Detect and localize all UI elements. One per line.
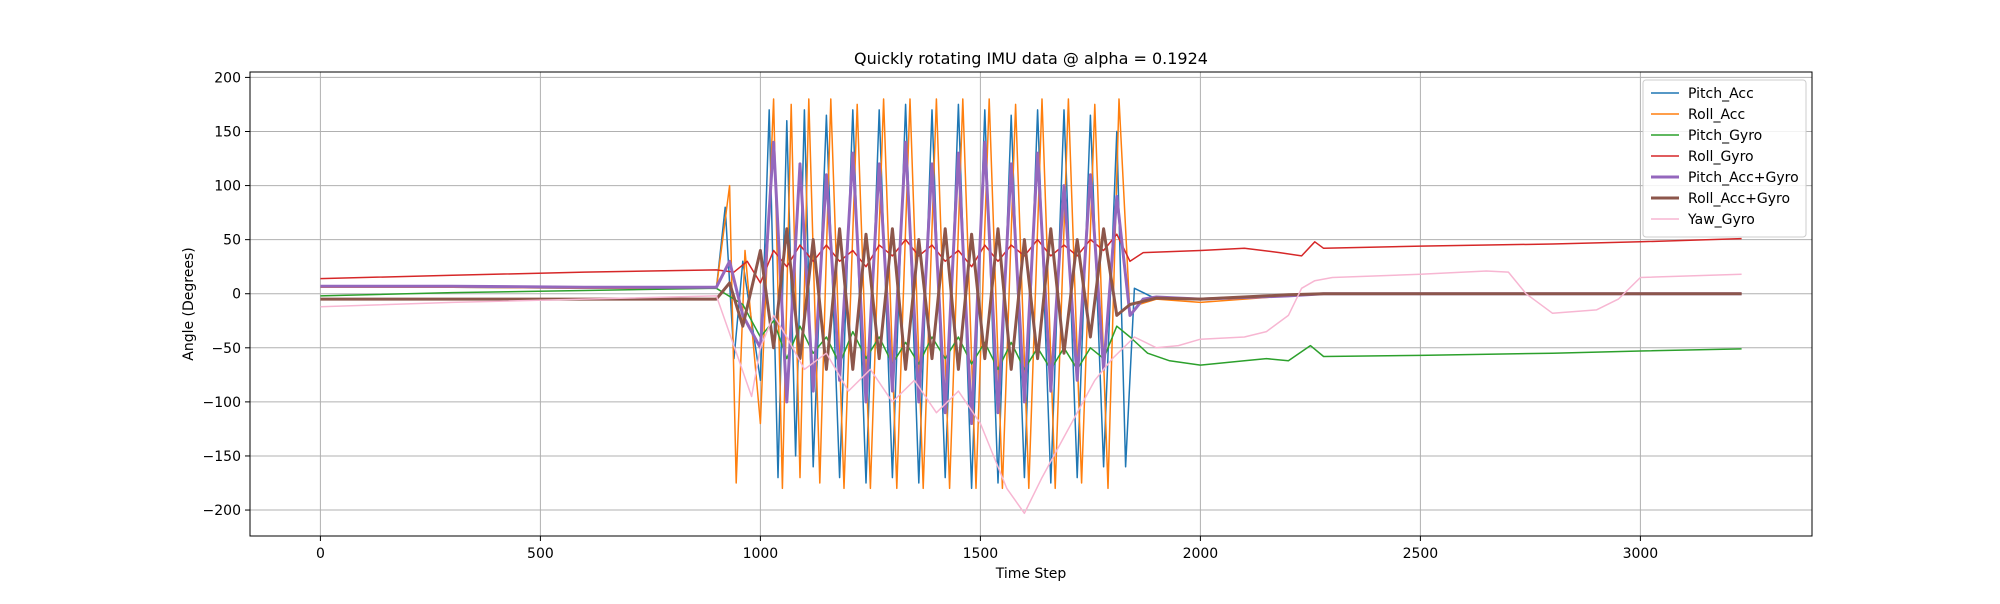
- legend: Pitch_Acc Roll_Acc Pitch_Gyro Roll_Gyro Pitc…: [1642, 79, 1807, 238]
- y-ticks: −200 −150 −100 −50 0 50 100 150 200: [203, 70, 250, 519]
- x-tick-label: 1500: [963, 546, 999, 562]
- legend-label: Roll_Gyro: [1688, 149, 1754, 165]
- legend-box: [1642, 79, 1807, 238]
- series-line-pitch-acc-gyro: [320, 140, 1742, 425]
- x-tick-label: 2000: [1183, 546, 1219, 562]
- y-tick-label: −150: [203, 449, 241, 465]
- plot-frame: [249, 71, 1813, 537]
- legend-label: Roll_Acc: [1688, 107, 1745, 123]
- x-tick-label: 500: [527, 546, 554, 562]
- x-tick-label: 0: [316, 546, 325, 562]
- y-tick-label: 0: [232, 287, 241, 303]
- y-axis-label: Angle (Degrees): [181, 247, 197, 360]
- legend-label: Yaw_Gyro: [1687, 212, 1755, 228]
- legend-label: Pitch_Acc+Gyro: [1688, 170, 1799, 186]
- y-tick-label: 200: [214, 70, 241, 86]
- series-layer: [320, 98, 1742, 515]
- legend-label: Pitch_Acc: [1688, 86, 1754, 102]
- series-line-pitch-gyro: [320, 287, 1742, 371]
- x-tick-label: 3000: [1623, 546, 1659, 562]
- x-ticks: 0 500 1000 1500 2000 2500 3000: [316, 536, 1658, 562]
- chart-title: Quickly rotating IMU data @ alpha = 0.19…: [854, 49, 1208, 68]
- y-tick-label: 150: [214, 124, 241, 140]
- y-tick-label: 100: [214, 179, 241, 195]
- legend-label: Roll_Acc+Gyro: [1688, 191, 1790, 207]
- x-axis-label: Time Step: [995, 566, 1067, 582]
- series-line-roll-acc-gyro: [320, 227, 1742, 371]
- y-tick-label: 50: [223, 233, 241, 249]
- y-tick-label: −200: [203, 503, 241, 519]
- series-line-yaw-gyro: [320, 270, 1742, 515]
- x-tick-label: 2500: [1403, 546, 1439, 562]
- grid-lines: [250, 72, 1812, 536]
- y-tick-label: −100: [203, 395, 241, 411]
- legend-label: Pitch_Gyro: [1688, 128, 1762, 144]
- x-tick-label: 1000: [743, 546, 779, 562]
- y-tick-label: −50: [211, 341, 241, 357]
